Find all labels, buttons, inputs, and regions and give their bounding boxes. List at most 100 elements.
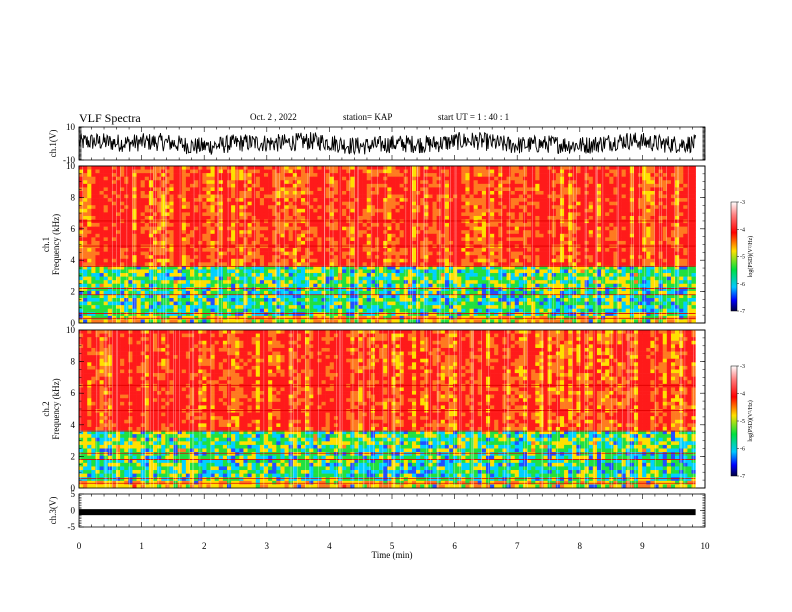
spectrogram-cell (231, 262, 236, 267)
spectrogram-cell (148, 176, 154, 181)
spectrogram-cell (609, 180, 614, 185)
spectrogram-cell (120, 251, 125, 256)
spectrogram-cell (605, 269, 610, 274)
spectrogram-cell (313, 226, 318, 231)
spectrogram-cell (276, 169, 281, 174)
spectrogram-cell (210, 237, 215, 242)
spectrogram-cell (103, 208, 109, 213)
spectrogram-cell (202, 226, 207, 231)
spectrogram-cell (596, 240, 602, 245)
spectrogram-cell (358, 223, 363, 227)
spectrogram-cell (391, 269, 396, 274)
spectrogram-cell (128, 205, 133, 210)
spectrogram-cell (428, 194, 433, 199)
spectrogram-cell (510, 190, 516, 195)
spectrogram-cell (276, 265, 281, 270)
spectrogram-cell (440, 166, 446, 170)
spectrogram-cell (247, 273, 252, 277)
spectrogram-cell (202, 198, 207, 202)
spectrogram-cell (185, 201, 191, 206)
spectrogram-cell (477, 201, 483, 206)
spectrogram-cell (83, 276, 88, 281)
spectrogram-cell (132, 215, 137, 220)
spectrogram-cell (165, 215, 170, 220)
spectrogram-cell (325, 169, 331, 174)
spectrogram-cell (120, 248, 125, 252)
spectrogram-cell (95, 205, 100, 210)
spectrogram-cell (420, 237, 425, 242)
spectrogram-cell (650, 201, 655, 206)
spectrogram-cell (535, 176, 540, 181)
spectrogram-cell (531, 237, 536, 242)
spectrogram-cell (485, 219, 491, 224)
spectrogram-cell (559, 187, 565, 192)
spectrogram-cell (576, 269, 581, 274)
spectrogram-cell (379, 215, 384, 220)
spectrogram-cell (329, 233, 335, 238)
spectrogram-cell (510, 166, 516, 170)
spectrogram-cell (222, 240, 228, 245)
spectrogram-cell (202, 273, 207, 277)
spectrogram-cell (629, 201, 635, 206)
spectrogram-cell (169, 273, 174, 277)
spectrogram-cell (272, 187, 277, 192)
spectrogram-cell (658, 201, 664, 206)
spectrogram-cell (576, 194, 581, 199)
spectrogram-cell (362, 240, 368, 245)
spectrogram-cell (498, 194, 503, 199)
spectrogram-cell (387, 251, 392, 256)
spectrogram-cell (374, 258, 380, 263)
spectrogram-cell (148, 219, 154, 224)
spectrogram-cell (218, 269, 224, 274)
spectrogram-cell (662, 198, 668, 202)
spectrogram-cell (366, 265, 372, 270)
spectrogram-cell (395, 166, 400, 170)
spectrogram-cell (522, 265, 528, 270)
spectrogram-cell (136, 205, 141, 210)
spectrogram-cell (506, 215, 511, 220)
spectrogram-cell (333, 223, 339, 227)
spectrogram-cell (564, 201, 569, 206)
spectrogram-cell (572, 251, 577, 256)
spectrogram-cell (580, 205, 585, 210)
spectrogram-cell (132, 183, 137, 188)
spectrogram-cell (609, 230, 614, 235)
spectrogram-cell (650, 169, 655, 174)
spectrogram-cell (309, 176, 314, 181)
spectrogram-cell (580, 262, 585, 267)
spectrogram-cell (136, 194, 141, 199)
spectrogram-cell (152, 262, 158, 267)
spectrogram-cell (206, 166, 211, 170)
spectrogram-cell (605, 240, 610, 245)
spectrogram-cell (543, 273, 548, 277)
spectrogram-cell (428, 173, 433, 178)
spectrogram-cell (169, 276, 174, 281)
spectrogram-cell (662, 205, 668, 210)
spectrogram-cell (120, 240, 125, 245)
spectrogram-cell (152, 176, 158, 181)
spectrogram-cell (527, 223, 532, 227)
spectrogram-cell (564, 269, 569, 274)
spectrogram-cell (206, 187, 211, 192)
spectrogram-cell (539, 169, 544, 174)
spectrogram-cell (313, 237, 318, 242)
spectrogram-cell (239, 258, 244, 263)
spectrogram-cell (231, 237, 236, 242)
spectrogram-cell (124, 176, 129, 181)
spectrogram-cell (370, 226, 376, 231)
spectrogram-cell (502, 273, 507, 277)
spectrogram-cell (329, 166, 335, 170)
spectrogram-cell (391, 265, 396, 270)
spectrogram-cell (366, 198, 372, 202)
spectrogram-cell (420, 219, 425, 224)
spectrogram-cell (251, 212, 257, 217)
spectrogram-cell (132, 233, 137, 238)
spectrogram-cell (494, 219, 499, 224)
spectrogram-cell (679, 173, 684, 178)
spectrogram-cell (226, 201, 232, 206)
spectrogram-cell (683, 201, 688, 206)
spectrogram-cell (284, 265, 289, 270)
spectrogram-cell (87, 269, 92, 274)
spectrogram-cell (226, 233, 232, 238)
